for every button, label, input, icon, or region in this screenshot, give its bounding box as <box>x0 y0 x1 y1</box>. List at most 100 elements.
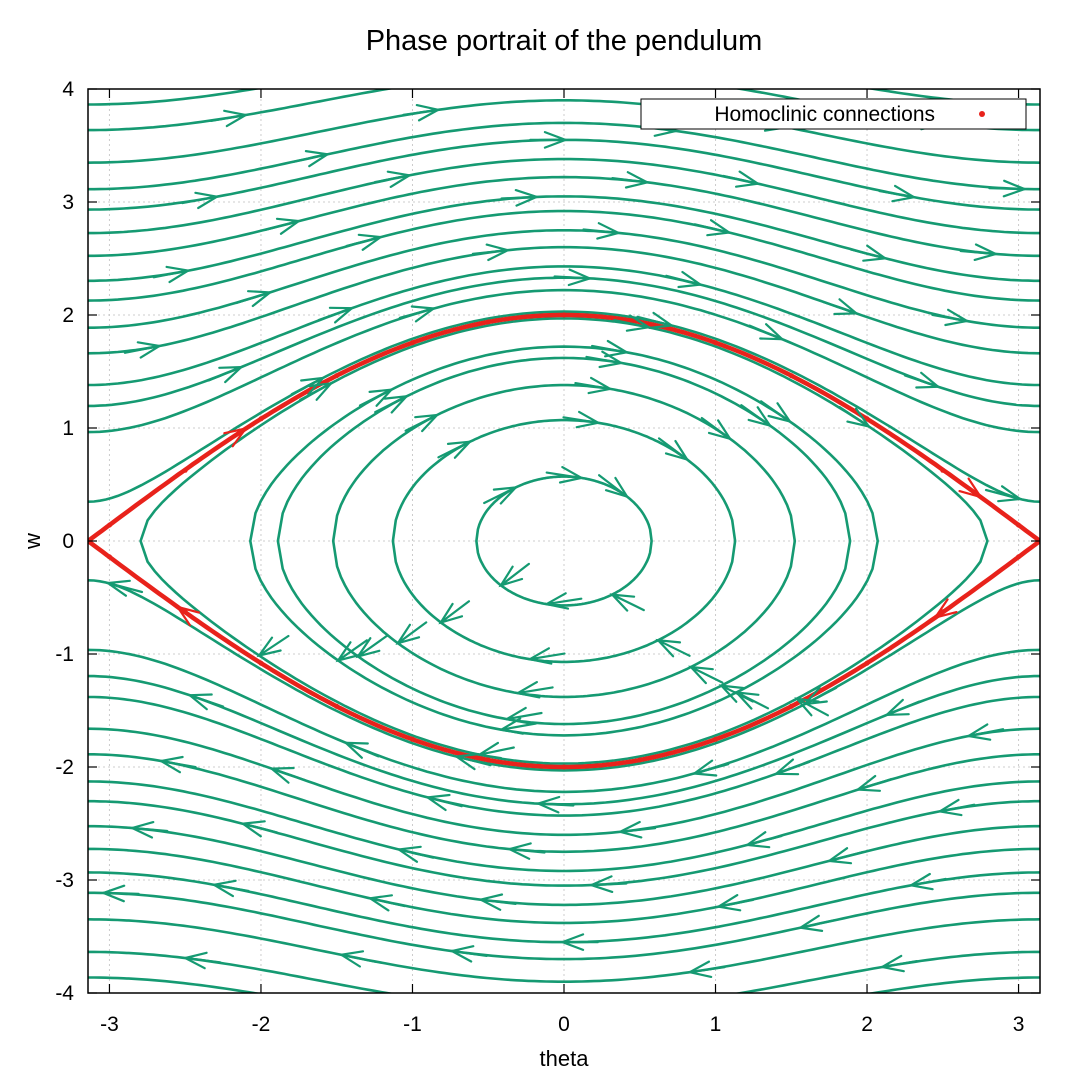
direction-arrow <box>453 753 492 771</box>
rotating-trajectory <box>88 175 1040 258</box>
direction-arrow <box>903 371 942 389</box>
direction-arrow <box>181 191 221 210</box>
rotating-trajectory <box>88 727 1040 837</box>
direction-arrow <box>838 405 872 429</box>
x-tick-label: 1 <box>710 1013 722 1036</box>
separatrix-point <box>1016 522 1021 528</box>
direction-arrow <box>559 64 594 80</box>
direction-arrow <box>850 244 889 262</box>
rotating-trajectory <box>88 847 1040 925</box>
direction-arrow <box>506 842 546 860</box>
direction-arrow <box>559 933 599 951</box>
separatrix-point <box>410 340 415 346</box>
direction-arrow <box>438 600 471 625</box>
separatrix-point <box>334 373 340 379</box>
y-tick-label: 1 <box>62 417 74 440</box>
separatrix-point <box>1016 554 1021 560</box>
rotating-trajectory <box>88 209 1040 302</box>
direction-arrow <box>748 323 786 341</box>
y-tick-label: 2 <box>62 304 74 327</box>
separatrix-point <box>258 660 264 666</box>
direction-arrow <box>100 884 140 903</box>
direction-arrow <box>235 290 274 308</box>
direction-arrow <box>854 774 893 792</box>
direction-arrow <box>239 820 278 838</box>
separatrix-point <box>788 703 794 709</box>
closed-orbit <box>248 345 880 737</box>
separatrix-point <box>485 319 491 325</box>
direction-arrow <box>598 474 630 499</box>
direction-arrow <box>256 634 290 658</box>
direction-arrow <box>665 270 704 289</box>
direction-arrow <box>936 798 976 817</box>
separatrix-point <box>107 554 112 560</box>
separatrix-point <box>864 416 870 422</box>
separatrix-point <box>485 757 491 763</box>
separatrix-point <box>182 467 188 473</box>
direction-arrow <box>878 184 918 203</box>
direction-arrow <box>883 698 921 717</box>
direction-arrow <box>562 410 602 429</box>
direction-arrow <box>965 723 1005 741</box>
direction-arrow <box>582 222 622 240</box>
legend-box <box>640 98 1027 130</box>
closed-orbit <box>331 383 797 699</box>
separatrix-point <box>864 660 870 666</box>
separatrix-point <box>788 373 794 379</box>
x-tick-label: -1 <box>403 1013 422 1036</box>
direction-arrow <box>613 314 652 332</box>
direction-arrow <box>733 690 770 710</box>
direction-arrow <box>498 562 530 588</box>
direction-arrow <box>182 951 222 970</box>
direction-arrow <box>123 341 163 359</box>
separatrix-arrow <box>951 475 984 499</box>
rotating-trajectory <box>88 157 1040 235</box>
rotating-trajectory <box>88 276 1040 408</box>
axis-ticks: -3 -2 -1 0 1 2 3 -4 -3 -2 -1 0 1 2 3 4 <box>55 78 1040 1036</box>
direction-arrow <box>700 416 733 441</box>
legend-marker <box>979 111 985 117</box>
grid <box>88 88 1040 994</box>
x-axis-label: theta <box>540 1046 590 1071</box>
rotating-trajectory <box>88 695 1040 817</box>
rotating-trajectory <box>88 780 1040 873</box>
direction-arrow <box>822 298 860 316</box>
separatrix-arrow <box>215 426 249 449</box>
separatrix-arrow <box>175 605 208 629</box>
direction-arrow <box>498 717 537 735</box>
direction-arrow <box>373 170 413 188</box>
legend: Homoclinic connections <box>640 98 1027 130</box>
direction-arrow <box>609 593 645 612</box>
direction-arrow <box>342 741 380 759</box>
direction-arrow <box>152 265 192 284</box>
separatrix-point <box>637 757 643 763</box>
direction-arrow <box>335 639 368 663</box>
rotating-trajectory <box>88 824 1040 907</box>
direction-arrow <box>477 893 517 911</box>
rotating-trajectory <box>88 918 1040 983</box>
direction-arrow <box>907 872 947 891</box>
direction-arrow <box>657 437 690 462</box>
direction-arrow <box>740 404 773 428</box>
chart-title: Phase portrait of the pendulum <box>366 25 763 57</box>
direction-arrow <box>722 170 761 188</box>
direction-arrow <box>423 1017 458 1032</box>
direction-arrow <box>797 914 836 932</box>
direction-arrow <box>367 894 406 912</box>
separatrix-point <box>410 736 415 742</box>
legend-label: Homoclinic connections <box>714 103 935 126</box>
direction-arrow <box>543 592 583 610</box>
direction-arrow <box>744 831 783 849</box>
direction-arrow <box>263 217 302 235</box>
x-tick-label: 2 <box>861 1013 873 1036</box>
direction-arrow <box>574 376 614 395</box>
separatrix-arrow <box>932 596 966 620</box>
homoclinic-connections <box>88 312 1040 770</box>
direction-arrow <box>988 179 1028 198</box>
rotating-trajectory <box>88 265 1040 387</box>
rotating-trajectory <box>88 976 1040 993</box>
y-tick-label: 4 <box>62 78 74 101</box>
direction-arrow <box>338 950 377 968</box>
rotating-trajectory <box>88 245 1040 355</box>
